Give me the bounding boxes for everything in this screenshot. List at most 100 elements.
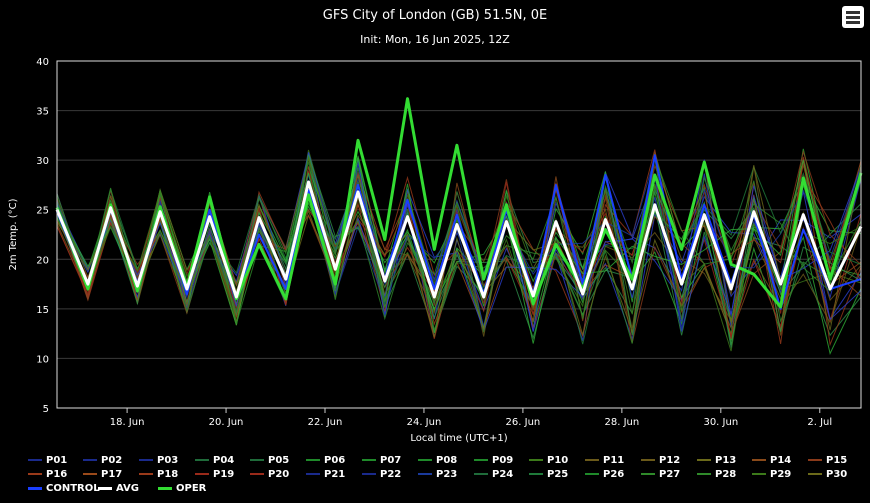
legend-label: P28 <box>715 469 737 480</box>
y-tick-label: 40 <box>36 57 49 68</box>
x-tick-label: 2. Jul <box>807 417 832 428</box>
legend-label: P26 <box>603 469 625 480</box>
legend-item-p16[interactable]: P16 <box>28 469 67 480</box>
legend-swatch <box>139 459 153 461</box>
legend-swatch <box>418 459 432 461</box>
x-tick-label: 18. Jun <box>110 417 145 428</box>
legend-swatch <box>418 473 432 475</box>
legend-item-p26[interactable]: P26 <box>585 469 624 480</box>
legend-item-p04[interactable]: P04 <box>195 455 234 466</box>
legend-item-p17[interactable]: P17 <box>83 469 122 480</box>
series-p30 <box>56 164 862 338</box>
legend-item-p24[interactable]: P24 <box>474 469 513 480</box>
legend-swatch <box>585 459 599 461</box>
legend-swatch <box>362 459 376 461</box>
legend-item-p19[interactable]: P19 <box>195 469 234 480</box>
legend-swatch <box>752 459 766 461</box>
legend-swatch <box>362 473 376 475</box>
legend-item-p28[interactable]: P28 <box>697 469 736 480</box>
legend-item-p15[interactable]: P15 <box>808 455 847 466</box>
legend-swatch <box>585 473 599 475</box>
legend-label: AVG <box>116 483 140 494</box>
y-axis-ticks: 5 10 15 20 25 30 35 40 <box>36 57 49 415</box>
y-tick-label: 15 <box>36 305 49 316</box>
x-axis-label: Local time (UTC+1) <box>410 433 507 444</box>
y-tick-label: 25 <box>36 206 49 217</box>
legend-item-p14[interactable]: P14 <box>752 455 791 466</box>
legend-item-p10[interactable]: P10 <box>529 455 568 466</box>
y-tick-label: 35 <box>36 107 49 118</box>
y-tick-label: 5 <box>43 404 49 415</box>
legend-label: P23 <box>436 469 458 480</box>
legend-swatch <box>641 459 655 461</box>
x-tick-label: 20. Jun <box>209 417 244 428</box>
legend-swatch <box>195 459 209 461</box>
legend-label: P19 <box>213 469 235 480</box>
legend-item-p05[interactable]: P05 <box>250 455 289 466</box>
legend-swatch <box>139 473 153 475</box>
x-axis-ticks: 18. Jun 20. Jun 22. Jun 24. Jun 26. Jun 28. J… <box>110 408 832 428</box>
legend-label: P14 <box>770 455 792 466</box>
legend-label: P07 <box>380 455 402 466</box>
legend-swatch <box>752 473 766 475</box>
legend-label: OPER <box>176 483 207 494</box>
legend-swatch <box>306 473 320 475</box>
legend-item-p01[interactable]: P01 <box>28 455 67 466</box>
legend-item-p03[interactable]: P03 <box>139 455 178 466</box>
legend-item-oper[interactable]: OPER <box>158 483 206 494</box>
legend-item-p29[interactable]: P29 <box>752 469 791 480</box>
legend-item-p20[interactable]: P20 <box>250 469 289 480</box>
x-tick-label: 22. Jun <box>308 417 343 428</box>
legend-swatch <box>529 459 543 461</box>
legend-item-p06[interactable]: P06 <box>306 455 345 466</box>
legend-label: P12 <box>659 455 681 466</box>
legend-item-avg[interactable]: AVG <box>98 483 139 494</box>
legend-label: P13 <box>715 455 737 466</box>
legend-swatch <box>474 473 488 475</box>
legend-item-p30[interactable]: P30 <box>808 469 847 480</box>
legend-item-p22[interactable]: P22 <box>362 469 401 480</box>
legend-item-p13[interactable]: P13 <box>697 455 736 466</box>
legend-swatch <box>83 459 97 461</box>
y-tick-label: 20 <box>36 255 49 266</box>
legend-item-p25[interactable]: P25 <box>529 469 568 480</box>
legend-item-p07[interactable]: P07 <box>362 455 401 466</box>
legend-swatch <box>697 473 711 475</box>
menu-button[interactable] <box>842 6 864 28</box>
legend-item-control[interactable]: CONTROL <box>28 483 100 494</box>
y-tick-label: 10 <box>36 354 49 365</box>
legend-item-p12[interactable]: P12 <box>641 455 680 466</box>
legend-label: P15 <box>826 455 848 466</box>
legend-label: P04 <box>213 455 235 466</box>
legend-label: P08 <box>436 455 458 466</box>
series-oper <box>55 97 863 309</box>
legend-item-p21[interactable]: P21 <box>306 469 345 480</box>
perturbation-members <box>56 148 862 356</box>
legend-item-p18[interactable]: P18 <box>139 469 178 480</box>
legend-swatch <box>83 473 97 475</box>
legend-item-p09[interactable]: P09 <box>474 455 513 466</box>
legend-label: P29 <box>770 469 792 480</box>
legend-item-p23[interactable]: P23 <box>418 469 457 480</box>
main-series <box>55 97 863 310</box>
legend-swatch <box>808 459 822 461</box>
x-tick-label: 28. Jun <box>605 417 640 428</box>
legend-label: P06 <box>324 455 346 466</box>
legend-label: P01 <box>46 455 68 466</box>
legend-item-p27[interactable]: P27 <box>641 469 680 480</box>
legend-item-p08[interactable]: P08 <box>418 455 457 466</box>
legend-swatch <box>250 473 264 475</box>
chart-title: GFS City of London (GB) 51.5N, 0E <box>322 8 548 23</box>
legend-swatch <box>195 473 209 475</box>
legend-label: P05 <box>268 455 290 466</box>
legend-swatch <box>250 459 264 461</box>
legend-item-p02[interactable]: P02 <box>83 455 122 466</box>
legend-label: P10 <box>547 455 569 466</box>
y-tick-label: 30 <box>36 156 49 167</box>
legend-swatch <box>28 473 42 475</box>
x-tick-label: 26. Jun <box>506 417 541 428</box>
legend-swatch <box>158 486 172 490</box>
legend-item-p11[interactable]: P11 <box>585 455 624 466</box>
series-avg <box>55 180 863 299</box>
legend-swatch <box>529 473 543 475</box>
